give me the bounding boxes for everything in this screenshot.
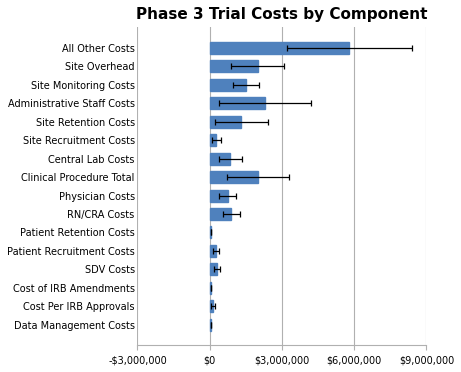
Bar [210,42,349,54]
Bar [210,60,258,72]
Bar [210,208,231,220]
Bar [210,301,213,312]
Bar [210,97,265,109]
Bar [210,190,228,202]
Bar [210,245,216,257]
Bar [210,171,258,183]
Bar [210,319,212,331]
Bar [210,134,217,146]
Bar [210,227,211,238]
Bar [210,263,217,275]
Bar [210,282,211,294]
Title: Phase 3 Trial Costs by Component: Phase 3 Trial Costs by Component [136,7,428,22]
Bar [210,79,246,91]
Bar [210,116,241,128]
Bar [210,153,230,164]
